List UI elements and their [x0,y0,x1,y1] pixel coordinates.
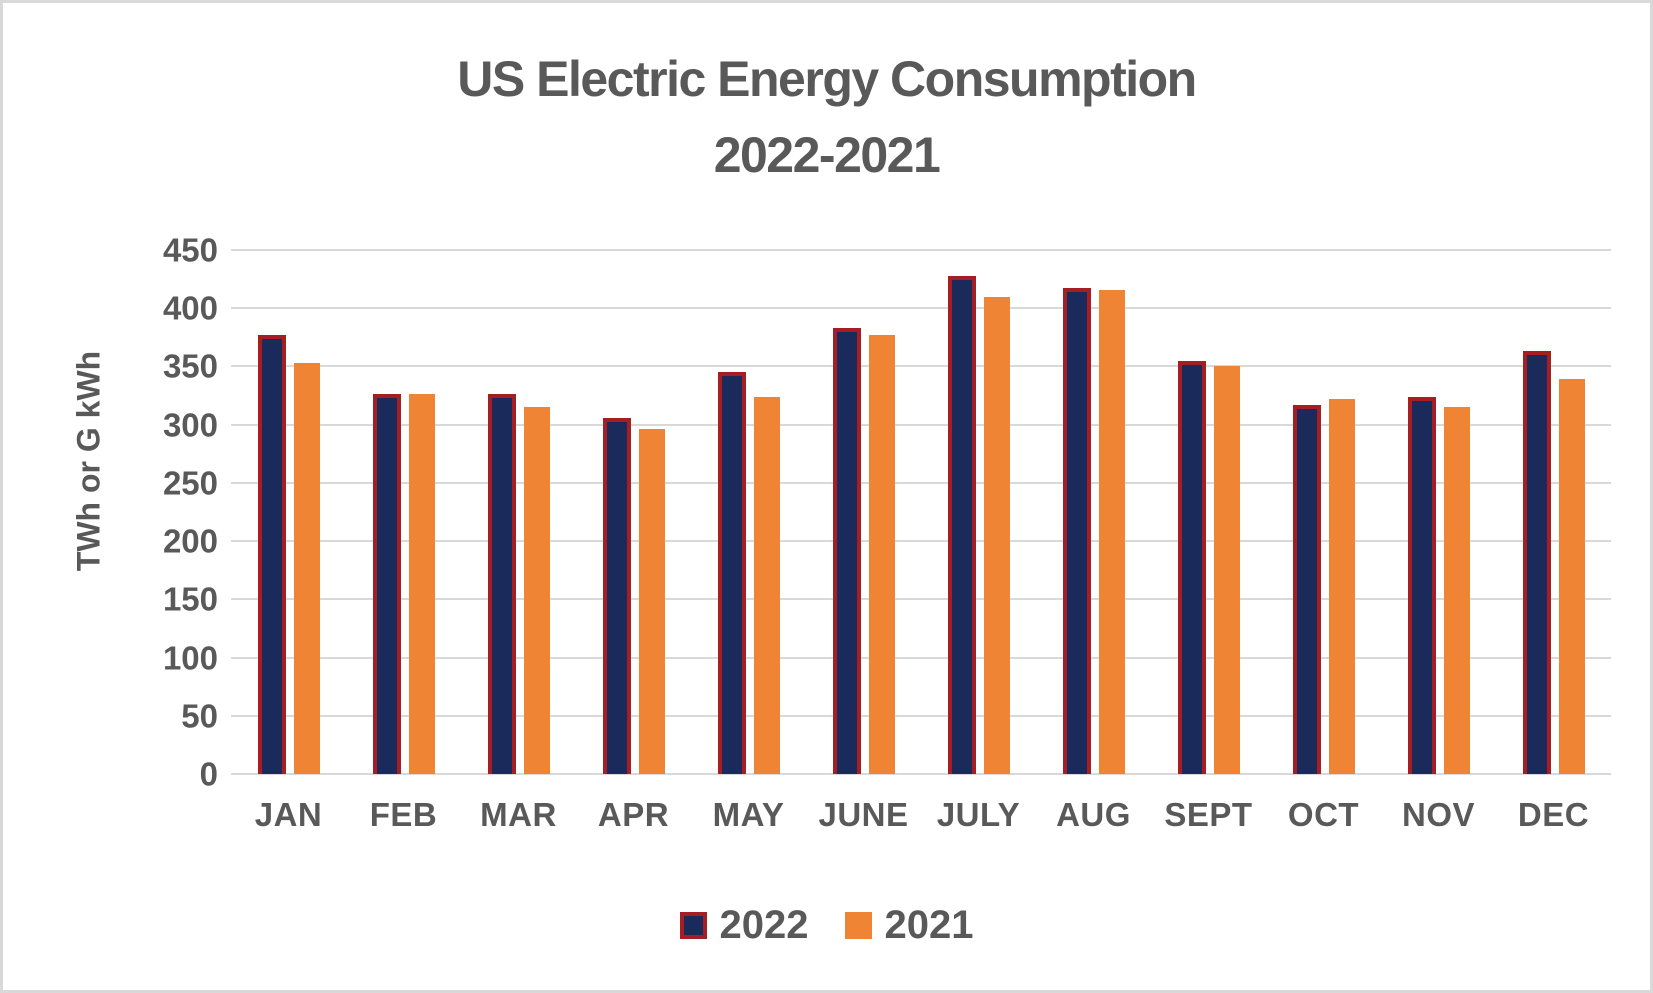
gridline-150 [231,598,1611,601]
legend-item-2022: 2022 [679,899,809,951]
bar-2021-may [753,396,780,774]
gridline-350 [231,365,1611,368]
bar-2022-sept [1177,360,1206,774]
bar-2021-nov [1443,407,1470,774]
gridline-50 [231,714,1611,717]
y-tick-label-450: 450 [162,231,218,269]
x-axis-label-oct: OCT [1287,796,1360,833]
bar-group-may [691,250,806,774]
x-axis-label-june: JUNE [818,796,909,833]
bar-2022-mar [487,394,516,774]
bar-2022-may [717,372,746,774]
legend-item-2021: 2021 [844,899,974,951]
gridline-300 [231,423,1611,426]
y-tick-label-0: 0 [199,755,218,793]
bar-2021-feb [408,394,435,774]
y-tick-label-350: 350 [162,347,218,385]
y-tick-label-300: 300 [162,406,218,444]
gridline-0 [231,773,1611,775]
bar-2021-apr [638,429,665,774]
x-axis-label-sept: SEPT [1164,796,1253,833]
y-tick-label-250: 250 [162,464,218,502]
bar-group-sept [1151,250,1266,774]
legend-label-2021: 2021 [884,903,974,947]
plot-area [231,249,1611,775]
x-axis-label-apr: APR [597,796,670,833]
bar-group-feb [346,250,461,774]
gridline-200 [231,540,1611,543]
legend-swatch-2022 [679,911,707,939]
bar-2022-apr [602,417,631,774]
bar-2022-jan [257,335,286,774]
chart-title: US Electric Energy Consumption 2022-2021 [3,41,1650,193]
gridline-100 [231,656,1611,659]
bar-2021-sept [1213,366,1240,774]
bar-group-nov [1381,250,1496,774]
bar-2022-june [832,328,861,774]
bar-2021-june [868,335,895,774]
y-tick-label-150: 150 [162,580,218,618]
y-tick-label-100: 100 [162,639,218,677]
bar-group-apr [576,250,691,774]
x-axis-label-may: MAY [712,796,785,833]
x-axis-label-jan: JAN [254,796,323,833]
bar-2022-oct [1292,404,1321,774]
x-axis-label-feb: FEB [369,796,438,833]
legend-label-2022: 2022 [719,903,809,947]
bar-2021-jan [293,362,320,774]
bar-group-jan [231,250,346,774]
bar-2021-mar [523,407,550,774]
bar-group-mar [461,250,576,774]
bar-group-june [806,250,921,774]
x-axis-label-mar: MAR [480,796,557,833]
bar-groups [231,250,1611,774]
legend: 2022 2021 [3,899,1650,951]
x-axis-labels: JAN FEB MAR APR MAY JUNE JULY AUG SEPT OCT NOV DEC [231,791,1611,839]
bar-2022-july [947,275,976,774]
bar-2021-july [983,296,1010,774]
gridline-250 [231,481,1611,484]
bar-group-july [921,250,1036,774]
bar-group-aug [1036,250,1151,774]
y-tick-label-200: 200 [162,522,218,560]
x-axis-label-nov: NOV [1401,796,1475,833]
chart-title-line2: 2022-2021 [713,127,941,183]
y-tick-label-400: 400 [162,289,218,327]
legend-swatch-2021 [844,911,872,939]
x-axis-label-july: JULY [936,796,1021,833]
x-axis-label-dec: DEC [1517,796,1590,833]
bar-2021-aug [1098,289,1125,774]
bar-2022-aug [1062,288,1091,774]
x-axis-label-aug: AUG [1056,796,1131,833]
y-tick-label-50: 50 [181,697,218,735]
bar-2022-dec [1522,351,1551,774]
bar-2022-nov [1407,396,1436,774]
chart-title-line1: US Electric Energy Consumption [457,51,1197,107]
bar-2021-oct [1328,399,1355,774]
bar-group-oct [1266,250,1381,774]
gridline-400 [231,307,1611,310]
y-axis-tick-labels: 0 50 100 150 200 250 300 350 400 450 [3,234,218,791]
bar-2021-dec [1558,379,1585,774]
gridline-450 [231,249,1611,251]
bar-2022-feb [372,394,401,774]
bar-group-dec [1496,250,1611,774]
